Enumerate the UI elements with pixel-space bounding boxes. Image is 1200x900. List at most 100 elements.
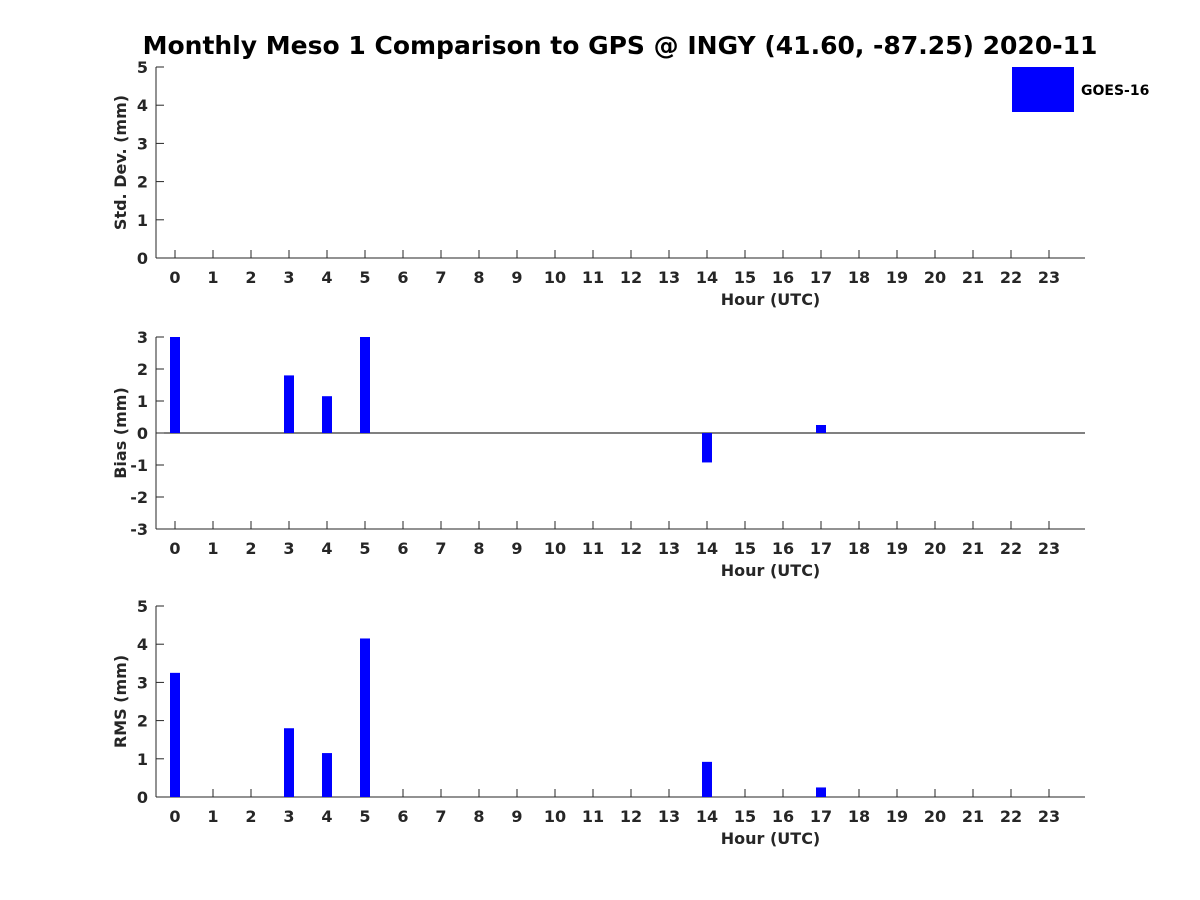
x-tick-label: 15: [734, 268, 756, 287]
x-tick-label: 8: [473, 539, 484, 558]
x-tick-label: 6: [397, 268, 408, 287]
x-tick-label: 17: [810, 807, 832, 826]
y-axis-label: Std. Dev. (mm): [111, 95, 130, 230]
x-tick-label: 0: [169, 539, 180, 558]
x-axis-label: Hour (UTC): [721, 561, 821, 580]
x-tick-label: 19: [886, 807, 908, 826]
x-tick-label: 22: [1000, 268, 1022, 287]
x-tick-label: 0: [169, 807, 180, 826]
x-tick-label: 16: [772, 268, 794, 287]
bar-hour-17: [816, 787, 826, 797]
x-tick-label: 19: [886, 539, 908, 558]
y-axis-label: Bias (mm): [111, 387, 130, 479]
x-tick-label: 10: [544, 807, 566, 826]
x-tick-label: 12: [620, 539, 642, 558]
x-tick-label: 18: [848, 539, 870, 558]
x-tick-label: 16: [772, 539, 794, 558]
x-tick-label: 8: [473, 268, 484, 287]
y-tick-label: 0: [137, 249, 148, 268]
x-tick-label: 3: [283, 268, 294, 287]
y-tick-label: 1: [137, 392, 148, 411]
x-tick-label: 3: [283, 807, 294, 826]
x-tick-label: 6: [397, 539, 408, 558]
x-tick-label: 5: [359, 539, 370, 558]
bar-hour-14: [702, 761, 712, 797]
x-tick-label: 12: [620, 268, 642, 287]
y-tick-label: 0: [137, 424, 148, 443]
x-tick-label: 23: [1038, 807, 1060, 826]
bar-hour-0: [170, 337, 180, 433]
x-axis-label: Hour (UTC): [721, 829, 821, 848]
y-tick-label: 3: [137, 673, 148, 692]
x-tick-label: 6: [397, 807, 408, 826]
x-tick-label: 5: [359, 807, 370, 826]
x-tick-label: 5: [359, 268, 370, 287]
y-tick-label: -2: [130, 488, 148, 507]
y-axis-label: RMS (mm): [111, 655, 130, 748]
x-tick-label: 15: [734, 807, 756, 826]
x-tick-label: 11: [582, 539, 604, 558]
y-tick-label: 0: [137, 788, 148, 807]
bar-hour-5: [360, 638, 370, 797]
bar-hour-3: [284, 375, 294, 433]
bar-hour-17: [816, 425, 826, 433]
x-tick-label: 14: [696, 807, 718, 826]
bar-hour-14: [702, 433, 712, 463]
y-tick-label: -1: [130, 456, 148, 475]
x-tick-label: 9: [511, 539, 522, 558]
x-tick-label: 10: [544, 268, 566, 287]
x-tick-label: 14: [696, 268, 718, 287]
x-tick-label: 11: [582, 807, 604, 826]
y-tick-label: 2: [137, 712, 148, 731]
x-tick-label: 22: [1000, 807, 1022, 826]
x-tick-label: 2: [245, 807, 256, 826]
x-axis-label: Hour (UTC): [721, 290, 821, 309]
bar-hour-0: [170, 672, 180, 797]
x-tick-label: 1: [207, 539, 218, 558]
x-tick-label: 1: [207, 268, 218, 287]
x-tick-label: 13: [658, 539, 680, 558]
x-tick-label: 11: [582, 268, 604, 287]
x-tick-label: 15: [734, 539, 756, 558]
x-tick-label: 2: [245, 539, 256, 558]
x-tick-label: 10: [544, 539, 566, 558]
bar-hour-4: [322, 753, 332, 797]
x-tick-label: 7: [435, 268, 446, 287]
x-tick-label: 22: [1000, 539, 1022, 558]
legend-swatch: [1012, 67, 1074, 112]
x-tick-label: 0: [169, 268, 180, 287]
x-tick-label: 4: [321, 807, 332, 826]
legend: GOES-16: [1012, 67, 1149, 112]
x-tick-label: 7: [435, 539, 446, 558]
y-tick-label: 1: [137, 211, 148, 230]
x-tick-label: 16: [772, 807, 794, 826]
x-tick-label: 4: [321, 539, 332, 558]
legend-label: GOES-16: [1081, 83, 1149, 99]
y-tick-label: 4: [137, 635, 148, 654]
x-tick-label: 8: [473, 807, 484, 826]
x-tick-label: 23: [1038, 268, 1060, 287]
x-tick-label: 14: [696, 539, 718, 558]
x-tick-label: 23: [1038, 539, 1060, 558]
y-tick-label: 3: [137, 328, 148, 347]
y-tick-label: 3: [137, 134, 148, 153]
y-tick-label: 2: [137, 360, 148, 379]
x-tick-label: 1: [207, 807, 218, 826]
x-tick-label: 20: [924, 539, 946, 558]
x-tick-label: 17: [810, 539, 832, 558]
y-tick-label: 2: [137, 173, 148, 192]
x-tick-label: 2: [245, 268, 256, 287]
y-tick-label: 1: [137, 750, 148, 769]
x-tick-label: 7: [435, 807, 446, 826]
y-tick-label: 4: [137, 96, 148, 115]
x-tick-label: 13: [658, 807, 680, 826]
x-tick-label: 20: [924, 268, 946, 287]
x-tick-label: 13: [658, 268, 680, 287]
x-tick-label: 21: [962, 807, 984, 826]
y-tick-label: 5: [137, 58, 148, 77]
x-tick-label: 3: [283, 539, 294, 558]
